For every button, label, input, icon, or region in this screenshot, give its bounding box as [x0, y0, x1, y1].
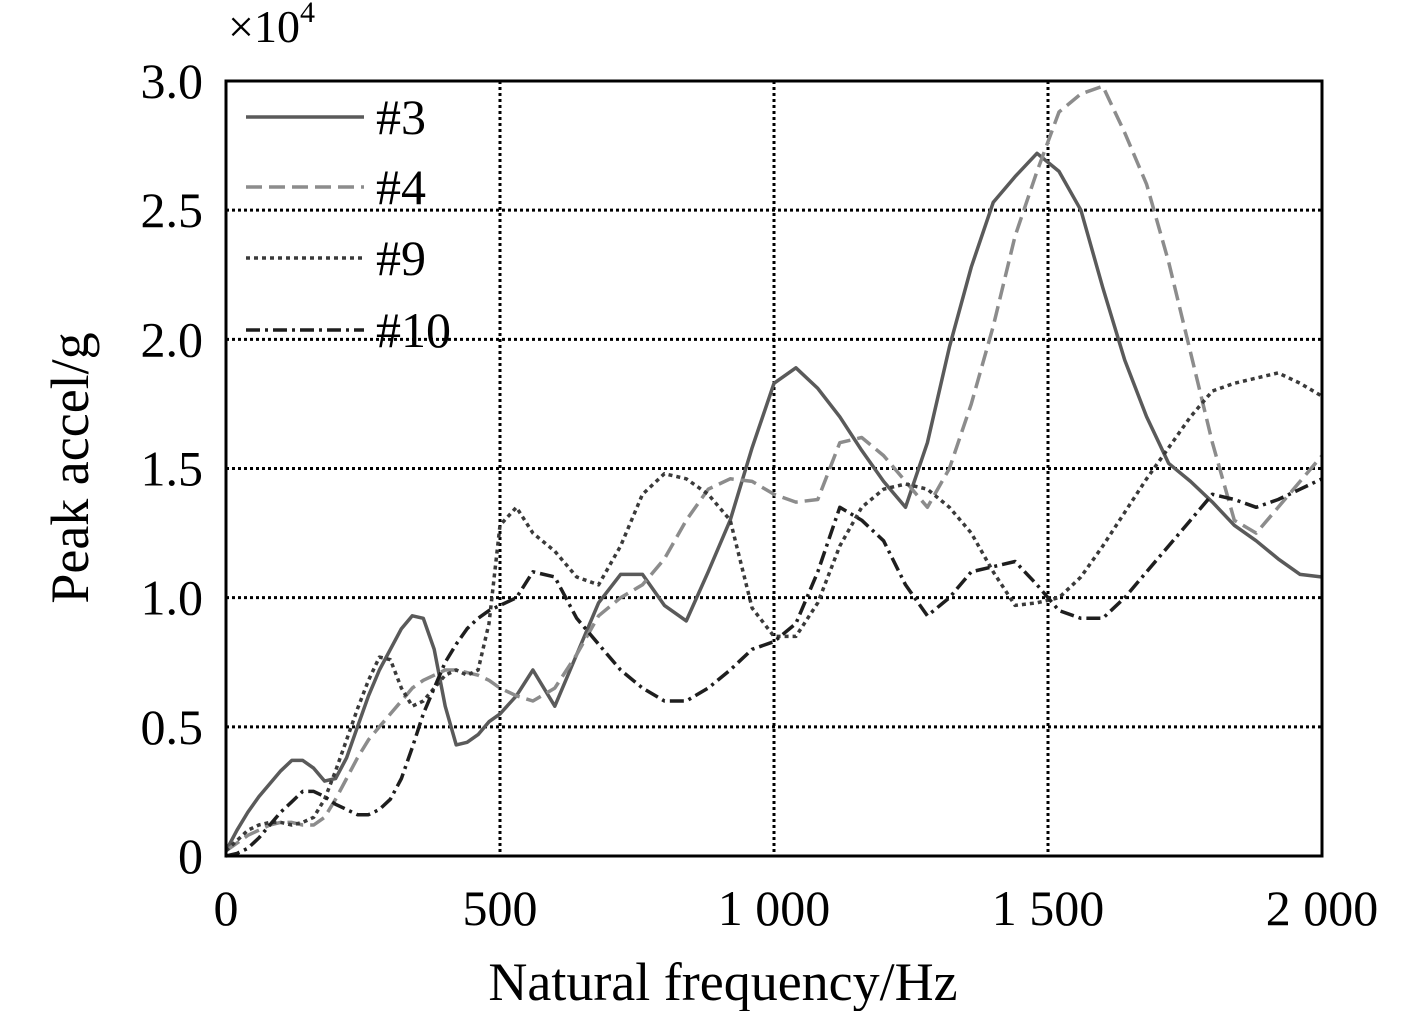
y-axis-title: Peak accel/g	[40, 332, 100, 603]
series-line-0	[224, 151, 1323, 852]
x-axis-ticks: 0 500 1 000 1 500 2 000	[214, 880, 1379, 936]
legend-label-3: #10	[376, 302, 451, 358]
y-tick-label-5: 2.5	[141, 182, 204, 238]
legend-label-1: #4	[376, 159, 426, 215]
legend-label-0: #3	[376, 89, 426, 145]
y-tick-label-6: 3.0	[141, 53, 204, 109]
y-axis-multiplier-exponent: 4	[300, 0, 315, 29]
x-tick-label-1: 500	[463, 880, 538, 936]
y-tick-label-3: 1.5	[141, 441, 204, 497]
y-tick-label-1: 0.5	[141, 699, 204, 755]
legend-label-2: #9	[376, 230, 426, 286]
x-axis-title: Natural frequency/Hz	[488, 952, 957, 1011]
y-axis-multiplier: ×104	[228, 0, 315, 52]
x-tick-label-2: 1 000	[718, 880, 831, 936]
y-axis-multiplier-base: ×10	[228, 1, 300, 52]
plot-area-frame	[224, 79, 1324, 858]
series-lines	[224, 84, 1324, 858]
legend: #3 #4 #9 #10	[246, 89, 451, 358]
y-tick-label-0: 0	[178, 828, 203, 884]
y-tick-label-2: 1.0	[141, 570, 204, 626]
series-line-3	[225, 477, 1323, 858]
x-tick-label-4: 2 000	[1266, 880, 1379, 936]
y-axis-ticks: 0 0.5 1.0 1.5 2.0 2.5 3.0	[141, 53, 204, 884]
x-tick-label-0: 0	[214, 880, 239, 936]
x-tick-label-3: 1 500	[992, 880, 1105, 936]
y-tick-label-4: 2.0	[141, 311, 204, 367]
series-line-1	[224, 84, 1324, 853]
series-line-2	[224, 371, 1323, 853]
grid	[226, 81, 1322, 856]
